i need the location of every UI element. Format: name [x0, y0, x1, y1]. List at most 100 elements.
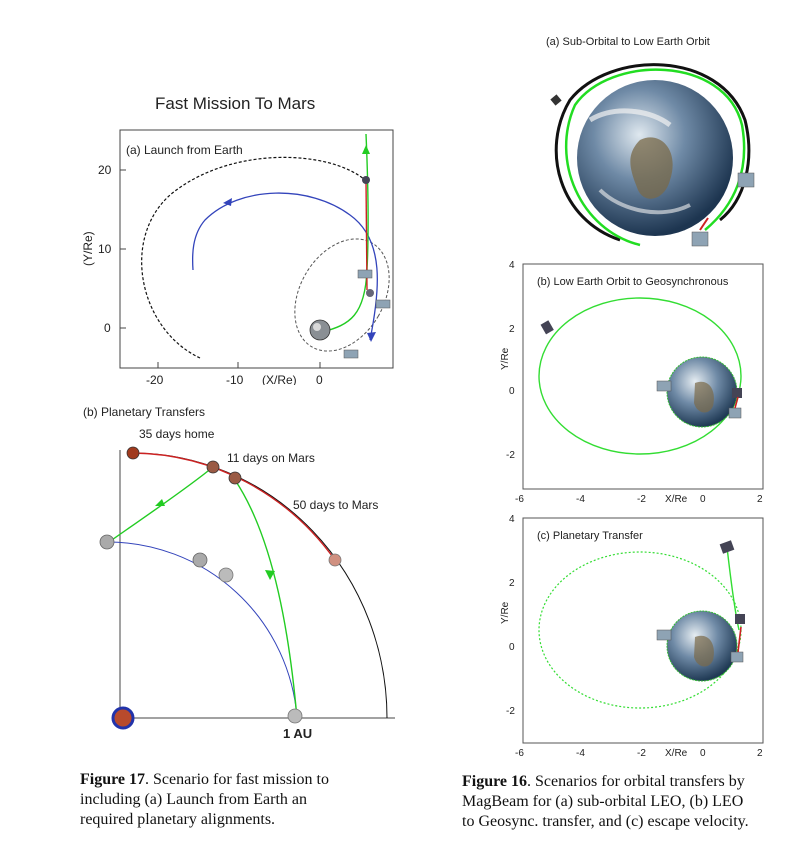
fig16b-xtick-2: 2 [757, 494, 763, 505]
fig16b-ylabel: Y/Re [500, 347, 511, 370]
green-trajectory [321, 133, 369, 333]
panel-a-ytick-0: 0 [104, 321, 111, 335]
panel-a-ytick-20: 20 [98, 163, 112, 177]
panel-a-xtick-0: 0 [316, 373, 323, 385]
annotation-50-days-to-mars: 50 days to Mars [293, 498, 378, 512]
figure16-caption-label: Figure 16 [462, 773, 528, 790]
fig16c-xtick-m4: -4 [576, 748, 585, 759]
fig16c-xtick-m2: -2 [637, 748, 646, 759]
figure17-caption-line-1: . Scenario for fast mission to [145, 771, 329, 788]
green-arrow-home [155, 499, 165, 506]
mars-orbit-arc [132, 452, 388, 719]
annotation-11-days-on-mars: 11 days on Mars [227, 451, 315, 465]
fig16b-xlabel: X/Re [665, 494, 688, 505]
fig16b-xtick-0: 0 [700, 494, 706, 505]
blue-arrow-2 [367, 332, 376, 342]
earth-departure-icon [99, 534, 115, 550]
fig16c-continent [694, 635, 714, 667]
fig16c-station-icon-2 [730, 651, 744, 663]
figure17-caption-line-3: required planetary alignments. [80, 811, 276, 828]
figure17-caption: Figure 17. Scenario for fast mission to … [80, 770, 410, 830]
fig16b-continent [694, 381, 714, 413]
fig16b-top-tick: 4 [509, 260, 515, 271]
green-arrow-out [265, 570, 275, 580]
earth-mid-icon [192, 552, 208, 568]
blue-arrow [223, 198, 232, 206]
figure16-caption-line-1: . Scenarios for orbital transfers by [527, 773, 745, 790]
fig16b-green-orbit [538, 297, 742, 455]
earth-icon [309, 319, 331, 341]
fig16c-station-icon [656, 629, 672, 641]
figure16-caption-line-3: to Geosync. transfer, and (c) escape vel… [462, 813, 749, 830]
green-transfer-out [234, 479, 298, 719]
panel-b-label: (b) Planetary Transfers [83, 405, 206, 419]
figure17-panel-b: 35 days home 11 days on Mars 50 days to … [99, 427, 395, 741]
fig16c-escape-path [726, 546, 740, 631]
annotation-1-au: 1 AU [283, 726, 312, 741]
fig16c-red-segment [737, 626, 742, 653]
outer-dashed-orbit [141, 156, 366, 359]
fig16b-craft-icon-2 [732, 388, 742, 398]
figure17-title: Fast Mission To Mars [155, 94, 316, 113]
satellite-icon [366, 289, 374, 297]
figure16-panel-b: (b) Low Earth Orbit to Geosynchronous 4 … [500, 260, 764, 505]
earth-orbit-arc [106, 541, 298, 719]
panel-a-xtick-m20: -20 [146, 373, 164, 385]
fig16c-ylabel: Y/Re [500, 601, 511, 624]
panel-a-xlabel: (X/Re) [262, 373, 297, 385]
red-arc [132, 452, 336, 561]
panel-a-frame [119, 129, 394, 369]
fig16b-xtick-m6: -6 [515, 494, 524, 505]
green-arrow [362, 145, 370, 154]
figure17-caption-line-2: including (a) Launch from Earth an [80, 791, 308, 808]
fig16a-station-icon [737, 172, 755, 188]
fig16b-craft-icon [540, 320, 554, 335]
fig16c-xlabel: X/Re [665, 748, 688, 759]
fig16c-ytick-m2: -2 [506, 706, 515, 717]
earth-mid-icon-2 [218, 567, 234, 583]
figure16-caption-line-2: MagBeam for (a) sub-orbital LEO, (b) LEO [462, 793, 744, 810]
fig16b-ytick-m2: -2 [506, 450, 515, 461]
fig16a-cloud-2 [598, 188, 691, 215]
fig16a-black-orbit [554, 63, 751, 242]
figure17-panel-a: (a) Launch from Earth 20 10 0 -20 -10 (X… [81, 129, 394, 385]
fig16b-xtick-m2: -2 [637, 494, 646, 505]
fig16b-station-icon [656, 380, 672, 392]
panel-a-ytick-10: 10 [98, 242, 112, 256]
annotation-35-days-home: 35 days home [139, 427, 215, 441]
spacecraft-icon-2 [375, 299, 391, 309]
figure17-caption-label: Figure 17 [80, 771, 146, 788]
earth-highlight [313, 323, 321, 331]
fig16c-ytick-0: 0 [509, 642, 515, 653]
fig16a-station-icon-2 [691, 231, 709, 247]
fig16b-xtick-m4: -4 [576, 494, 585, 505]
fig16a-continent [630, 137, 673, 199]
fig16b-frame [522, 263, 764, 490]
figure16-panel-a: (a) Sub-Orbital to Low Earth Orbit [546, 36, 755, 247]
spacecraft-icon-3 [343, 349, 359, 359]
figure16-panel-c: (c) Planetary Transfer 4 2 0 -2 Y/Re -6 … [500, 514, 764, 759]
inner-dashed-orbit [294, 238, 390, 352]
panel-a-ylabel: (Y/Re) [81, 231, 95, 266]
mars-departure-icon [328, 553, 342, 567]
mars-stay-icon [206, 460, 220, 474]
fig16b-red-segment [734, 396, 739, 409]
mars-home-icon [126, 446, 140, 460]
fig16c-xtick-2: 2 [757, 748, 763, 759]
moon-icon [362, 176, 370, 184]
fig16c-frame [522, 517, 764, 744]
fig16a-cloud [588, 108, 672, 128]
figure16-caption: Figure 16. Scenarios for orbital transfe… [462, 772, 800, 832]
fig16c-xtick-m6: -6 [515, 748, 524, 759]
fig16b-station-icon-2 [728, 407, 742, 419]
spacecraft-icon [357, 269, 373, 279]
mars-arrival-icon [228, 471, 242, 485]
earth-arrival-icon [287, 708, 303, 724]
fig16a-red-segment [699, 217, 709, 231]
panel-a-xtick-m10: -10 [226, 373, 244, 385]
sun-icon [111, 706, 135, 730]
blue-trajectory [191, 192, 378, 341]
panel-a-label: (a) Launch from Earth [126, 143, 243, 157]
fig16c-craft-icon [719, 540, 735, 554]
fig16c-top-tick: 4 [509, 514, 515, 525]
